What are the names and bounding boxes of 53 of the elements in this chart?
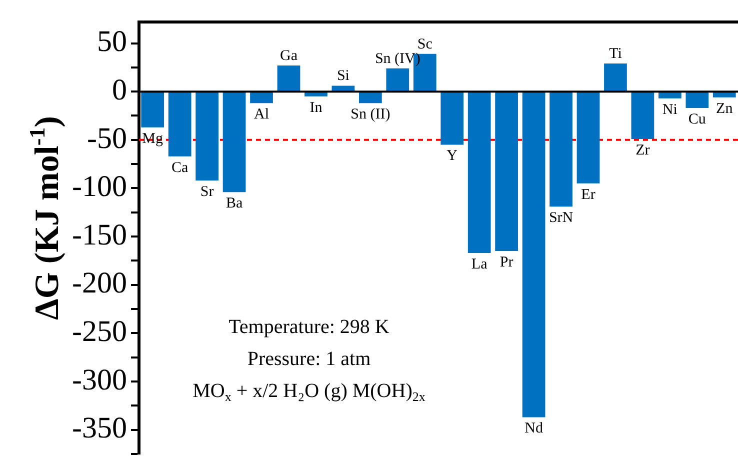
y-tick-label: -250 xyxy=(72,315,127,348)
x-tick-label: La xyxy=(471,256,488,272)
x-tick-label: In xyxy=(310,100,323,116)
x-tick-label: Pr xyxy=(500,254,514,270)
bar xyxy=(304,92,328,96)
x-tick-label: SrN xyxy=(548,210,574,226)
x-tick-label: Sn (II) xyxy=(350,106,390,123)
bar xyxy=(495,92,518,252)
bar xyxy=(250,92,273,104)
x-tick-label: Ti xyxy=(609,46,622,62)
bar xyxy=(550,92,572,207)
y-tick-label: -100 xyxy=(72,170,127,204)
bar xyxy=(141,92,164,128)
bar xyxy=(386,68,410,92)
bar xyxy=(168,92,192,156)
bar xyxy=(631,92,654,139)
y-tick-label: -150 xyxy=(72,218,127,252)
y-axis-title: ΔG (KJ mol-1) xyxy=(24,116,66,320)
annotation: Pressure: 1 atm xyxy=(247,348,372,370)
x-tick-label: Sr xyxy=(200,184,214,200)
y-tick-label: 0 xyxy=(112,73,127,106)
bar xyxy=(222,92,246,192)
bar xyxy=(686,92,709,108)
x-tick-label: Ca xyxy=(171,160,188,176)
x-tick-label: Cu xyxy=(688,111,706,128)
bar xyxy=(468,92,491,253)
x-tick-label: Ga xyxy=(280,48,298,64)
x-tick-label: Y xyxy=(446,148,458,164)
annotation: Temperature: 298 K xyxy=(228,316,390,338)
y-tick-label: -200 xyxy=(72,266,127,300)
y-tick-label: -350 xyxy=(72,412,127,445)
y-tick-label: 50 xyxy=(96,25,127,58)
bar xyxy=(358,92,382,104)
x-tick-label: Zr xyxy=(636,142,650,158)
x-tick-label: Er xyxy=(581,186,596,203)
x-tick-label: Mg xyxy=(142,130,164,147)
bar xyxy=(604,64,627,92)
bar xyxy=(658,92,682,98)
x-tick-label: Nd xyxy=(524,420,544,437)
bar xyxy=(440,92,464,145)
x-tick-label: Sc xyxy=(417,36,433,52)
bar xyxy=(576,92,600,184)
x-tick-label: Ni xyxy=(662,102,678,118)
bar xyxy=(196,92,218,180)
x-tick-label: Al xyxy=(254,106,270,123)
x-tick-label: Zn xyxy=(716,100,734,117)
bar xyxy=(712,92,736,98)
y-tick-label: -50 xyxy=(86,122,127,155)
bar xyxy=(522,92,546,418)
bar xyxy=(277,65,300,92)
x-tick-label: Si xyxy=(336,68,350,84)
y-tick-label: -300 xyxy=(72,363,127,396)
x-tick-label: Ba xyxy=(226,196,243,212)
